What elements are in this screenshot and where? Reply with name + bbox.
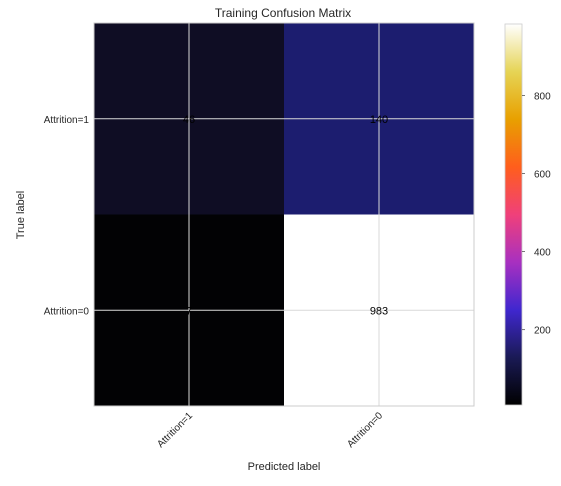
colorbar-tick-label: 400: [534, 248, 551, 259]
cell-value-labels: 46 140 7 983: [183, 114, 388, 318]
cell-value-label: 140: [370, 114, 388, 126]
heatmap-cells: [94, 23, 474, 406]
y-tick-label: Attrition=0: [44, 306, 90, 317]
cell-value-label: 983: [370, 305, 388, 317]
cell-value-label: 7: [186, 305, 192, 317]
y-tick-labels: Attrition=1 Attrition=0: [44, 115, 90, 318]
plot-frame: [93, 22, 475, 407]
chart-title: Training Confusion Matrix: [215, 6, 351, 20]
colorbar: [504, 23, 523, 406]
colorbar-tick-label: 200: [534, 326, 551, 337]
heatmap-gridlines: [94, 23, 474, 406]
cell-value-label: 46: [183, 114, 195, 126]
colorbar-ticks: 200 400 600 800: [522, 91, 551, 337]
x-tick-label: Attrition=1: [155, 410, 195, 450]
x-tick-labels: Attrition=1 Attrition=0: [155, 410, 385, 450]
y-axis-label: True label: [15, 191, 27, 240]
y-tick-label: Attrition=1: [44, 115, 90, 126]
colorbar-tick-label: 600: [534, 170, 551, 181]
x-tick-label: Attrition=0: [345, 410, 385, 450]
x-axis-label: Predicted label: [248, 461, 321, 473]
colorbar-tick-label: 800: [534, 91, 551, 102]
